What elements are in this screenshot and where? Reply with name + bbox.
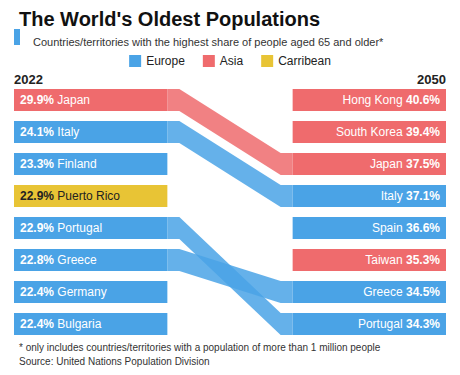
svg-text:40.6%: 40.6%	[406, 93, 440, 107]
svg-text:Asia: Asia	[220, 54, 244, 68]
svg-text:23.3%: 23.3%	[20, 157, 54, 171]
svg-text:Europe: Europe	[146, 54, 185, 68]
svg-text:Source: United Nations Populat: Source: United Nations Population Divisi…	[19, 356, 210, 367]
svg-text:Portugal: Portugal	[54, 221, 102, 235]
svg-text:Carribean: Carribean	[278, 54, 331, 68]
svg-text:Japan: Japan	[370, 157, 406, 171]
svg-text:Puerto Rico: Puerto Rico	[54, 189, 120, 203]
svg-text:Japan: Japan	[54, 93, 90, 107]
svg-text:Taiwan: Taiwan	[365, 253, 406, 267]
svg-text:37.5%: 37.5%	[406, 157, 440, 171]
svg-text:Greece: Greece	[54, 253, 97, 267]
svg-text:Finland: Finland	[54, 157, 97, 171]
svg-text:37.1%: 37.1%	[406, 189, 440, 203]
svg-text:Countries/territories with the: Countries/territories with the highest s…	[33, 36, 384, 48]
svg-text:* only includes countries/terr: * only includes countries/territories wi…	[19, 342, 381, 353]
svg-text:22.9%: 22.9%	[20, 189, 54, 203]
svg-text:35.3%: 35.3%	[406, 253, 440, 267]
svg-text:24.1%: 24.1%	[20, 125, 54, 139]
svg-text:Germany: Germany	[54, 285, 107, 299]
svg-text:2050: 2050	[417, 72, 446, 87]
svg-text:2022: 2022	[14, 72, 43, 87]
svg-text:22.9%: 22.9%	[20, 221, 54, 235]
svg-text:22.4%: 22.4%	[20, 285, 54, 299]
svg-text:South Korea: South Korea	[336, 125, 406, 139]
svg-text:Greece: Greece	[363, 285, 406, 299]
svg-text:Spain: Spain	[372, 221, 406, 235]
svg-text:Italy: Italy	[54, 125, 79, 139]
svg-text:Bulgaria: Bulgaria	[54, 317, 102, 331]
svg-text:36.6%: 36.6%	[406, 221, 440, 235]
svg-text:Hong Kong: Hong Kong	[343, 93, 406, 107]
svg-text:Portugal: Portugal	[358, 317, 406, 331]
svg-text:34.5%: 34.5%	[406, 285, 440, 299]
svg-text:22.8%: 22.8%	[20, 253, 54, 267]
svg-text:29.9%: 29.9%	[20, 93, 54, 107]
svg-text:39.4%: 39.4%	[406, 125, 440, 139]
svg-text:Italy: Italy	[381, 189, 406, 203]
svg-text:The World's Oldest Populations: The World's Oldest Populations	[19, 8, 320, 30]
svg-text:34.3%: 34.3%	[406, 317, 440, 331]
svg-text:22.4%: 22.4%	[20, 317, 54, 331]
